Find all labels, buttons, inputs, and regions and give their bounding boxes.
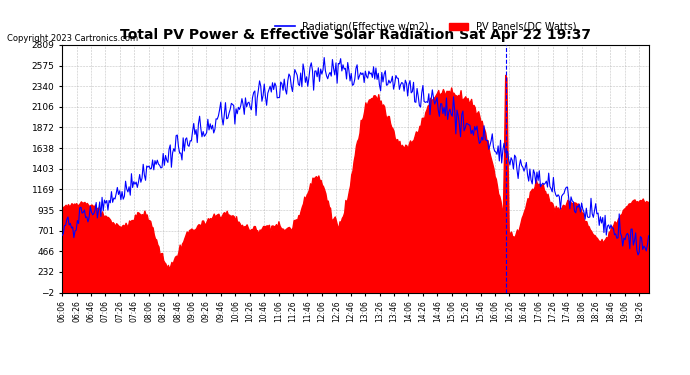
Legend: Radiation(Effective w/m2), PV Panels(DC Watts): Radiation(Effective w/m2), PV Panels(DC …	[271, 18, 580, 36]
Title: Total PV Power & Effective Solar Radiation Sat Apr 22 19:37: Total PV Power & Effective Solar Radiati…	[120, 28, 591, 42]
Text: Copyright 2023 Cartronics.com: Copyright 2023 Cartronics.com	[7, 34, 138, 43]
